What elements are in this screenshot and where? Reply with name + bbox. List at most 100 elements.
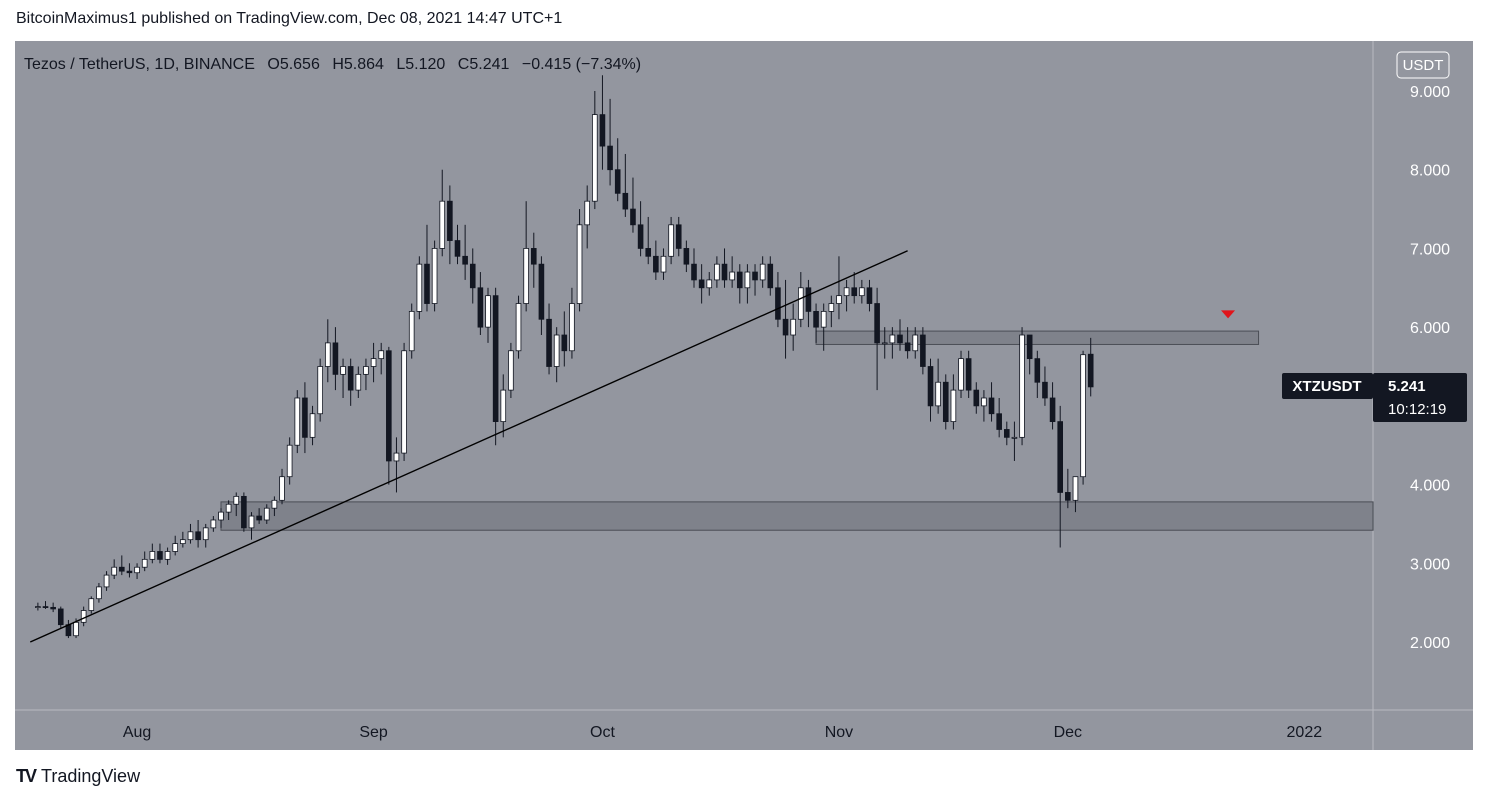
candle-body: [927, 366, 934, 407]
candle-32: [279, 468, 285, 505]
candle-body: [996, 413, 1002, 430]
candle-body: [340, 366, 346, 375]
candle-body: [241, 495, 247, 529]
candle-body: [729, 271, 735, 281]
candle-55: [454, 224, 461, 265]
candle-41: [347, 358, 354, 406]
candle-75: [607, 98, 613, 186]
candle-85: [683, 240, 690, 273]
candle-body: [431, 248, 438, 304]
plot-area[interactable]: [15, 41, 1373, 710]
candle-body: [50, 606, 56, 610]
y-tick-label: 2.000: [1410, 635, 1450, 652]
candle-89: [714, 256, 720, 288]
candle-body: [103, 574, 110, 588]
candle-69: [561, 311, 568, 367]
candle-20: [187, 523, 194, 544]
y-tick-label: 3.000: [1410, 556, 1450, 573]
candle-body: [904, 342, 911, 352]
candle-108: [859, 279, 865, 304]
candle-71: [576, 209, 583, 312]
x-tick-label: Nov: [825, 724, 853, 741]
price-tag-price: 5.241: [1388, 378, 1426, 395]
candle-0: [35, 602, 41, 611]
candle-body: [248, 515, 255, 529]
candle-body: [1080, 354, 1086, 478]
candle-body: [187, 531, 194, 541]
last-price-tag: XTZUSDT 5.241 10:12:19: [1282, 373, 1467, 422]
candle-body: [96, 586, 102, 600]
candle-18: [172, 535, 179, 556]
candle-122: [965, 350, 972, 398]
candle-body: [225, 503, 232, 513]
candle-82: [660, 248, 667, 280]
candle-132: [1042, 366, 1048, 406]
candle-body: [309, 413, 316, 438]
candle-body: [355, 373, 362, 391]
candle-body: [599, 114, 606, 147]
candle-100: [798, 272, 804, 328]
candle-body: [508, 350, 514, 391]
candle-body: [698, 279, 705, 289]
candle-body: [141, 558, 148, 568]
candle-body: [767, 263, 774, 289]
candle-body: [820, 310, 827, 328]
candle-38: [324, 319, 331, 383]
candle-11: [119, 555, 125, 576]
candle-54: [447, 185, 453, 265]
candle-126: [996, 397, 1002, 438]
footer-brand[interactable]: TV TradingView: [16, 766, 140, 787]
candle-109: [866, 279, 873, 312]
candle-138: [1087, 337, 1094, 397]
candle-body: [637, 224, 644, 249]
candle-body: [416, 263, 423, 312]
candle-134: [1057, 405, 1064, 548]
candle-body: [798, 287, 804, 320]
candle-61: [500, 374, 507, 438]
candle-52: [431, 240, 438, 312]
ascending-support-line: [29, 250, 908, 643]
candle-50: [416, 256, 423, 320]
candle-body: [897, 334, 903, 344]
candle-30: [263, 504, 270, 524]
candle-79: [637, 201, 644, 257]
candle-118: [935, 358, 941, 414]
candle-53: [439, 169, 446, 257]
currency-badge[interactable]: USDT: [1396, 51, 1450, 79]
candle-112: [889, 327, 896, 359]
candle-body: [874, 303, 880, 344]
candle-body: [1011, 436, 1018, 439]
candle-body: [973, 389, 980, 407]
candle-body: [439, 200, 446, 249]
candle-body: [317, 366, 323, 415]
candle-body: [622, 192, 629, 210]
marker-layer: [1221, 310, 1236, 319]
candle-25: [225, 500, 232, 520]
candle-113: [897, 319, 903, 351]
candle-body: [294, 397, 301, 446]
time-axis[interactable]: Aug Sep Oct Nov Dec 2022: [123, 724, 1322, 741]
candle-body: [332, 342, 339, 375]
candle-34: [294, 390, 301, 454]
legend-change: −0.415 (−7.34%): [522, 56, 641, 73]
candle-130: [1026, 334, 1033, 375]
candle-121: [958, 350, 964, 398]
candle-136: [1072, 476, 1079, 513]
candle-66: [538, 256, 545, 336]
candle-137: [1080, 350, 1086, 485]
candle-23: [210, 516, 217, 532]
legend-low: 5.120: [405, 56, 445, 73]
candle-body: [660, 255, 667, 273]
candle-67: [546, 303, 552, 375]
candle-body: [714, 263, 720, 281]
candle-22: [202, 523, 209, 548]
candle-12: [126, 563, 133, 578]
candle-42: [355, 366, 362, 398]
candle-7: [88, 596, 95, 614]
candle-70: [569, 287, 575, 359]
candle-body: [1034, 358, 1041, 383]
candle-body: [279, 476, 285, 501]
candle-body: [675, 224, 682, 249]
